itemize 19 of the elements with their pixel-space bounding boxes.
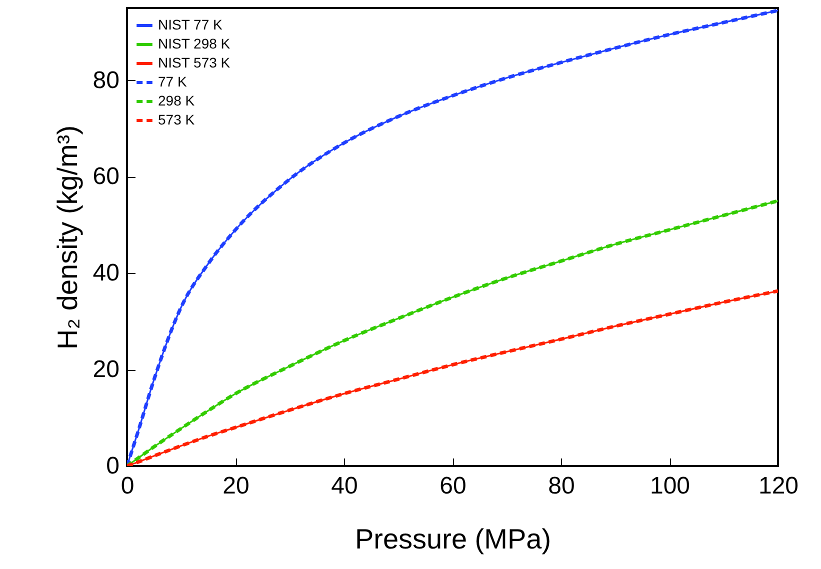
x-tick-label: 40 [331,472,358,500]
y-axis-title: H₂ density (kg/m³) [52,125,83,350]
x-axis-title: Pressure (MPa) [354,524,552,554]
x-tick-label: 20 [222,472,250,500]
x-tick-label: 100 [650,472,690,500]
y-tick-label: 40 [92,260,120,287]
x-tick-label: 120 [758,472,799,500]
x-tick-label: 60 [440,472,466,500]
y-tick-label: 80 [92,66,120,94]
legend-label: 298 K [158,92,196,108]
legend-label: 573 K [158,112,196,128]
y-tick-label: 60 [92,163,120,190]
y-tick-label: 0 [106,452,120,480]
legend-label: NIST 77 K [158,16,223,32]
y-tick-label: 20 [92,356,120,384]
legend-label: 77 K [158,74,188,90]
legend-label: NIST 573 K [158,54,231,70]
legend-label: NIST 298 K [158,36,231,52]
x-tick-label: 80 [548,472,575,500]
